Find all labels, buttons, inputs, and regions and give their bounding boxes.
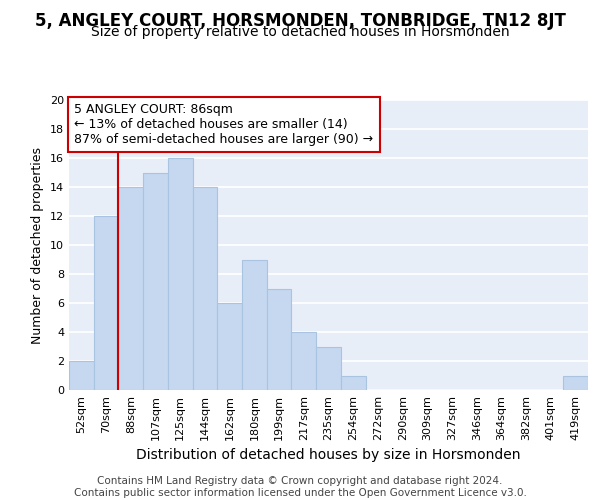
Bar <box>341 376 365 390</box>
Bar <box>94 216 118 390</box>
Bar <box>242 260 267 390</box>
Text: 5, ANGLEY COURT, HORSMONDEN, TONBRIDGE, TN12 8JT: 5, ANGLEY COURT, HORSMONDEN, TONBRIDGE, … <box>35 12 565 30</box>
Bar <box>193 187 217 390</box>
Bar <box>217 303 242 390</box>
Text: 5 ANGLEY COURT: 86sqm
← 13% of detached houses are smaller (14)
87% of semi-deta: 5 ANGLEY COURT: 86sqm ← 13% of detached … <box>74 103 373 146</box>
Bar <box>69 361 94 390</box>
Text: Contains HM Land Registry data © Crown copyright and database right 2024.
Contai: Contains HM Land Registry data © Crown c… <box>74 476 526 498</box>
Bar <box>563 376 588 390</box>
Bar <box>316 346 341 390</box>
Y-axis label: Number of detached properties: Number of detached properties <box>31 146 44 344</box>
Bar <box>118 187 143 390</box>
Text: Size of property relative to detached houses in Horsmonden: Size of property relative to detached ho… <box>91 25 509 39</box>
X-axis label: Distribution of detached houses by size in Horsmonden: Distribution of detached houses by size … <box>136 448 521 462</box>
Bar <box>292 332 316 390</box>
Bar <box>267 288 292 390</box>
Bar <box>143 172 168 390</box>
Bar <box>168 158 193 390</box>
